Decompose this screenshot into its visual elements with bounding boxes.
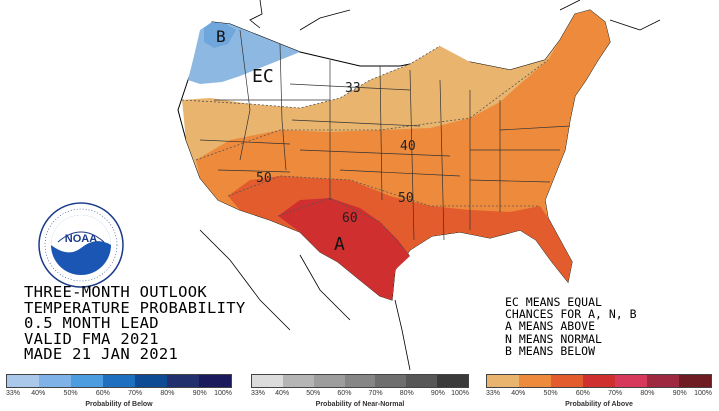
legend-tick-label: 80% [399,390,414,397]
legend-ticks: 33% 40% 50% 60% 70% 80% 90% 100% [6,390,232,402]
legend-caption: Probability of Below [85,401,153,408]
legend-tick-label: 90% [672,390,687,397]
contour-label-50-east: 50 [398,191,414,206]
legend-tick-label: 40% [511,390,526,397]
legend-swatch [375,375,407,387]
legend-tick-label: 70% [368,390,383,397]
above-60-region [278,198,410,300]
legend-caption: Probability of Above [565,401,633,408]
state-borders [199,29,571,241]
legend-tick-label: 80% [160,390,175,397]
legend-swatch [583,375,615,387]
legend-above: 33% 40% 50% 60% 70% 80% 90% 100% Probability of … [486,374,712,411]
legend-ticks: 33% 40% 50% 60% 70% 80% 90% 100% [486,390,712,402]
legend-tick-label: 100% [214,390,232,397]
map-key: EC MEANS EQUAL CHANCES FOR A, N, B A MEA… [505,296,637,357]
legend-swatch [487,375,519,387]
legend-tick-label: 70% [128,390,143,397]
legend-near-normal: 33% 40% 50% 60% 70% 80% 90% 100% Probability of … [251,374,469,411]
legend-tick-label: 100% [694,390,712,397]
key-line: N MEANS NORMAL [505,331,602,346]
legend-ticks: 33% 40% 50% 60% 70% 80% 90% 100% [251,390,469,402]
contours [181,45,549,257]
legend-swatch [344,375,376,387]
noaa-logo: NOAA [38,202,124,288]
below-40-region [204,22,236,48]
legend-swatch [615,375,647,387]
ec-label: EC [252,66,274,87]
legend-swatch [71,375,103,387]
legend-swatch [103,375,135,387]
key-line: B MEANS BELOW [505,343,596,358]
context-borders [199,0,661,371]
legend-swatch [679,375,711,387]
legend-tick-label: 60% [575,390,590,397]
key-line: EC MEANS EQUAL [505,295,602,309]
contour-label-50-west: 50 [256,171,272,186]
key-line: A MEANS ABOVE [505,319,596,334]
legend-swatch [313,375,345,387]
legend-swatch [406,375,438,387]
legend-swatch [551,375,583,387]
legend-color-bar [486,374,712,388]
legend-swatch [252,375,283,387]
title-line: VALID FMA 2021 [24,329,159,348]
legend-swatch [7,375,39,387]
legend-tick-label: 70% [608,390,623,397]
title-line: TEMPERATURE PROBABILITY [24,298,246,317]
legend-tick-label: 50% [63,390,78,397]
legend-tick-label: 60% [95,390,110,397]
legend-swatch [437,375,469,387]
legend-tick-label: 40% [275,390,290,397]
title-line: THREE-MONTH OUTLOOK [24,283,208,301]
legend-swatch [647,375,679,387]
svg-text:NOAA: NOAA [65,233,97,245]
legend-tick-label: 100% [451,390,469,397]
above-label: A [334,234,345,255]
legend-tick-label: 33% [6,390,21,397]
legend-color-bar [251,374,469,388]
title-line: 0.5 MONTH LEAD [24,314,159,332]
legend-swatch [199,375,231,387]
legend-tick-label: 40% [31,390,46,397]
legend-tick-label: 50% [543,390,558,397]
legend-caption: Probability of Near-Normal [315,401,405,408]
legend-swatch [167,375,199,387]
legend-color-bar [6,374,232,388]
outlook-title: THREE-MONTH OUTLOOK TEMPERATURE PROBABIL… [24,283,246,363]
legend-swatch [39,375,71,387]
legend-tick-label: 60% [337,390,352,397]
legend-tick-label: 50% [306,390,321,397]
legend-tick-label: 80% [640,390,655,397]
legend-tick-label: 33% [486,390,501,397]
title-line: MADE 21 JAN 2021 [24,345,179,363]
legend-swatch [519,375,551,387]
legend-tick-label: 90% [192,390,207,397]
legend-swatch [282,375,314,387]
legend-swatch [135,375,167,387]
legend-tick-label: 33% [251,390,266,397]
below-label: B [216,27,226,46]
contour-label-33: 33 [345,81,361,96]
key-line: CHANCES FOR A, N, B [505,307,637,322]
legend-below: 33% 40% 50% 60% 70% 80% 90% 100% Probability of … [6,374,232,411]
contour-label-60: 60 [342,211,358,226]
legend-tick-label: 90% [430,390,445,397]
contour-label-40: 40 [400,139,416,154]
